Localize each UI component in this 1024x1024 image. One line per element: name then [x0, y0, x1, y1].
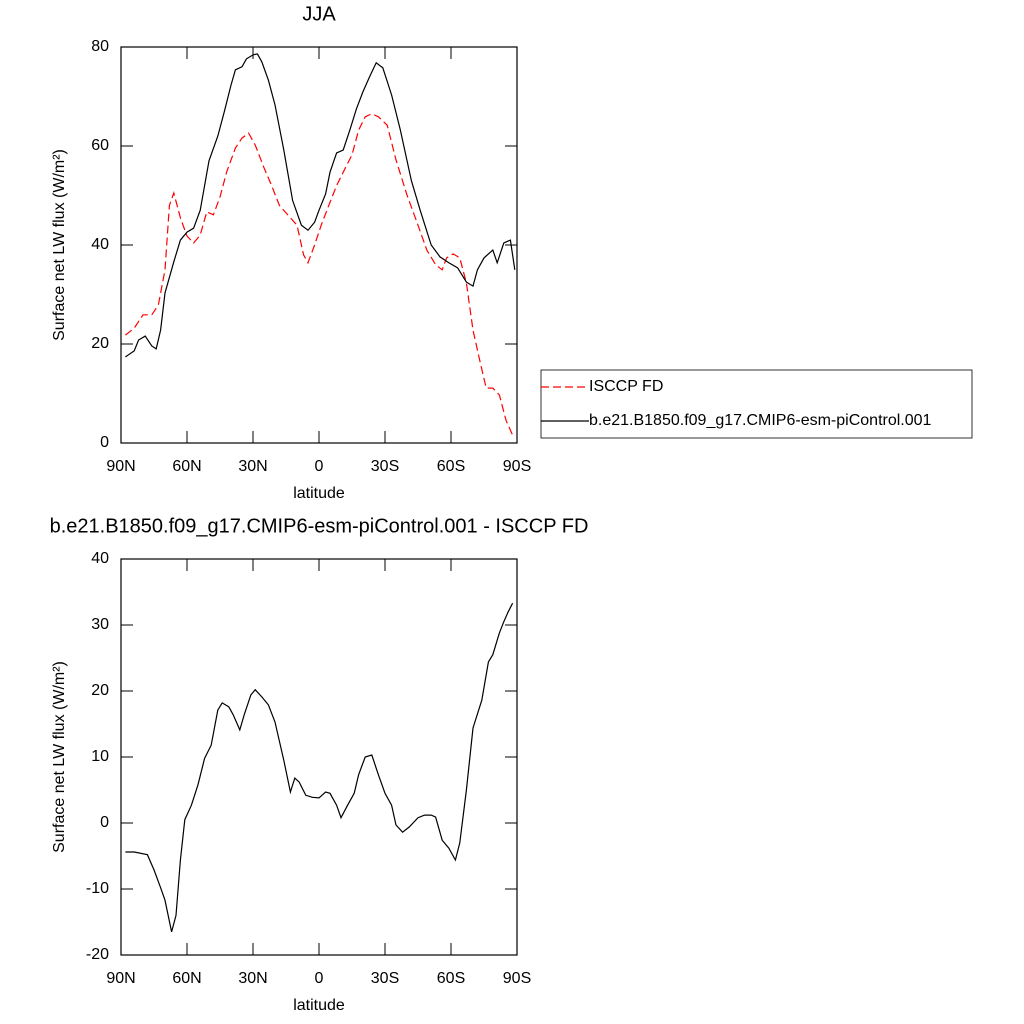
chart-title: JJA [302, 3, 336, 25]
x-tick-label: 60N [172, 458, 201, 475]
y-tick-label: 40 [91, 236, 109, 253]
legend-label: b.e21.B1850.f09_g17.CMIP6-esm-piControl.… [589, 412, 932, 429]
y-tick-label: 20 [91, 682, 109, 699]
x-tick-label: 90N [106, 970, 135, 987]
plot-frame [120, 46, 518, 444]
x-tick-label: 0 [315, 970, 324, 987]
chart-title: b.e21.B1850.f09_g17.CMIP6-esm-piControl.… [50, 515, 589, 537]
y-tick-label: 0 [100, 434, 109, 451]
x-tick-label: 90S [503, 458, 531, 475]
y-tick-label: 60 [91, 137, 109, 154]
y-tick-label: 80 [91, 38, 109, 55]
x-axis-label: latitude [293, 485, 345, 502]
x-tick-label: 60N [172, 970, 201, 987]
x-tick-label: 60S [437, 458, 465, 475]
x-tick-label: 90N [106, 458, 135, 475]
data-line [125, 53, 516, 358]
y-tick-label: 10 [91, 748, 109, 765]
x-tick-label: 30S [371, 970, 399, 987]
y-tick-label: -10 [86, 880, 109, 897]
y-axis-label: Surface net LW flux (W/m²) [51, 661, 68, 853]
y-tick-label: -20 [86, 946, 109, 963]
legend-label: ISCCP FD [589, 378, 663, 395]
y-tick-label: 0 [100, 814, 109, 831]
y-tick-label: 40 [91, 550, 109, 567]
legend-box [540, 369, 973, 439]
x-axis-label: latitude [293, 997, 345, 1014]
data-line [125, 113, 514, 436]
x-tick-label: 60S [437, 970, 465, 987]
x-tick-label: 30N [238, 970, 267, 987]
x-tick-label: 0 [315, 458, 324, 475]
data-line [125, 602, 514, 933]
x-tick-label: 30N [238, 458, 267, 475]
y-axis-label: Surface net LW flux (W/m²) [51, 149, 68, 341]
plot-frame [120, 558, 518, 956]
x-tick-label: 30S [371, 458, 399, 475]
x-tick-label: 90S [503, 970, 531, 987]
y-tick-label: 20 [91, 335, 109, 352]
y-tick-label: 30 [91, 616, 109, 633]
